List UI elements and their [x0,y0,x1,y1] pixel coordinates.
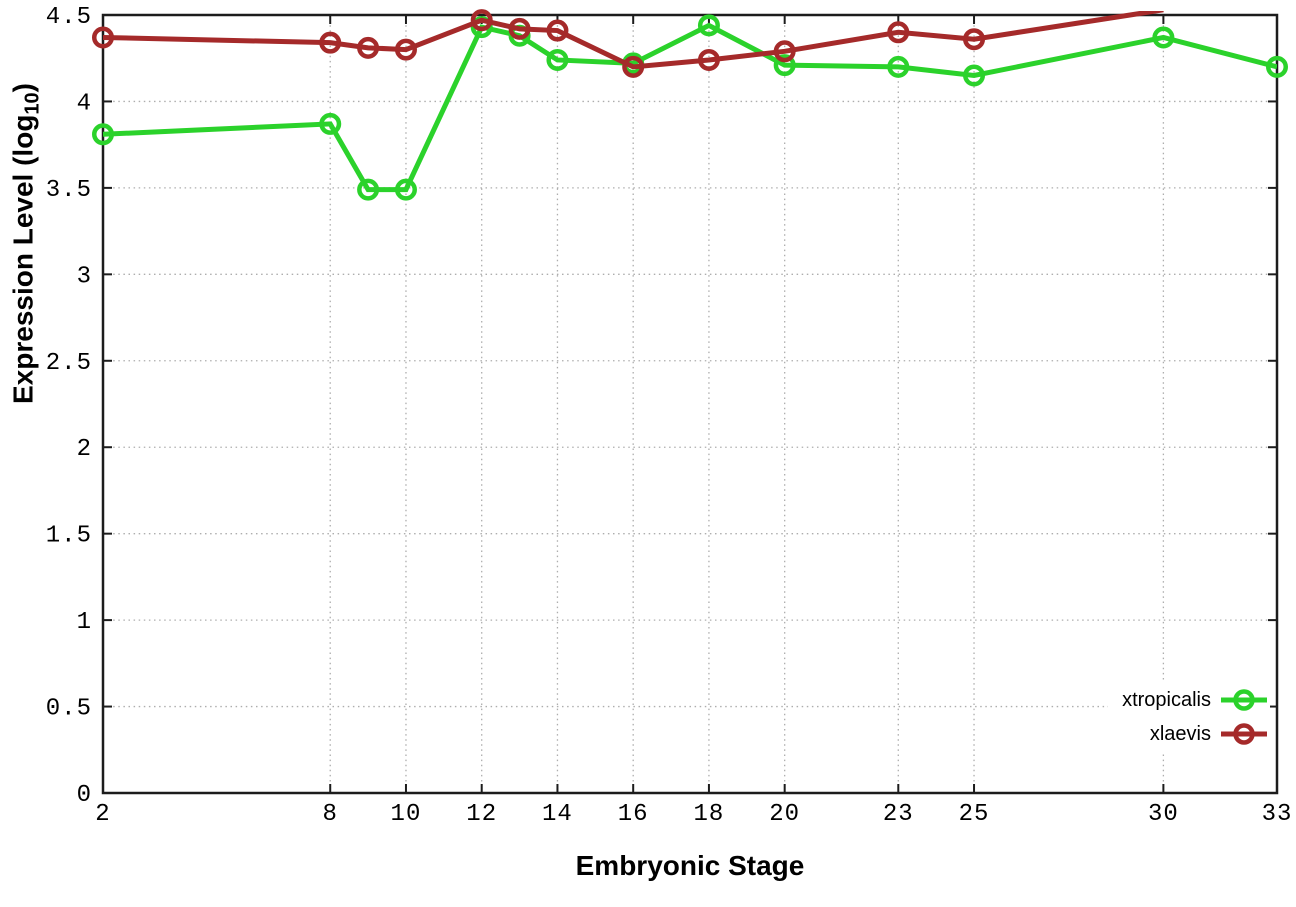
series-xtropicalis-marker [394,178,417,201]
series-xtropicalis-marker [887,55,910,78]
series-xlaevis-marker [963,28,986,51]
x-axis-title: Embryonic Stage [575,850,805,881]
x-tick-label: 20 [769,801,800,828]
series-xtropicalis-marker [1152,26,1175,49]
y-tick-label: 2.5 [46,350,92,377]
x-tick-label: 23 [883,801,914,828]
legend-row-xlaevis: xlaevis [1150,717,1268,751]
x-tick-label: 18 [694,801,725,828]
series-xlaevis-marker [887,21,910,44]
series-xtropicalis-marker [773,54,796,77]
y-tick-label: 2 [77,436,92,463]
x-tick-label: 30 [1148,801,1179,828]
series-xlaevis-marker [508,17,531,40]
legend-label-xlaevis: xlaevis [1149,723,1211,745]
plot-border [101,13,1279,795]
x-tick-label: 14 [542,801,573,828]
y-tick-label: 1 [77,609,92,636]
x-tick-label: 2 [95,801,110,828]
series-xlaevis-marker [357,36,380,59]
series-xlaevis-line [103,11,1164,70]
x-tick-label: 10 [391,801,422,828]
series-xtropicalis-marker [963,64,986,87]
series-xtropicalis-marker [697,14,720,37]
series-xlaevis-marker [319,31,342,54]
legend-sample-xlaevis-icon [1221,723,1267,745]
series-xtropicalis-line [103,22,1277,193]
series-xlaevis-marker [773,40,796,63]
y-tick-label: 3 [77,263,92,290]
series-xtropicalis-marker [357,178,380,201]
series-xtropicalis-marker [319,112,342,135]
legend-label-xtropicalis: xtropicalis [1122,689,1211,711]
legend: xtropicalis xlaevis [1108,681,1270,753]
x-tick-label: 16 [618,801,649,828]
y-tick-label: 4.5 [46,4,92,31]
series-xtropicalis-marker [1266,55,1288,78]
legend-sample-xtropicalis-icon [1221,689,1267,711]
series-xtropicalis-marker [546,48,569,71]
x-tick-label: 12 [466,801,497,828]
y-tick-label: 1.5 [46,523,92,550]
y-tick-label: 0 [77,782,92,809]
series-xlaevis-marker [92,26,114,49]
series-xlaevis-marker [394,38,417,61]
y-tick-label: 4 [77,90,92,117]
x-tick-label: 33 [1262,801,1293,828]
legend-row-xtropicalis: xtropicalis [1122,683,1268,717]
x-tick-label: 25 [959,801,990,828]
y-tick-label: 3.5 [46,177,92,204]
series-xtropicalis-marker [92,123,114,146]
x-tick-label: 8 [323,801,338,828]
y-axis-title-subscript: 10 [21,92,44,115]
series-xlaevis-marker [622,55,645,78]
series-xlaevis-marker [470,9,493,32]
y-axis-title-text: Expression Level (log [7,114,39,404]
y-axis-title-close-paren: ) [7,83,39,93]
series-xlaevis-marker [697,48,720,71]
series-xlaevis-marker [546,19,569,42]
y-tick-label: 0.5 [46,696,92,723]
